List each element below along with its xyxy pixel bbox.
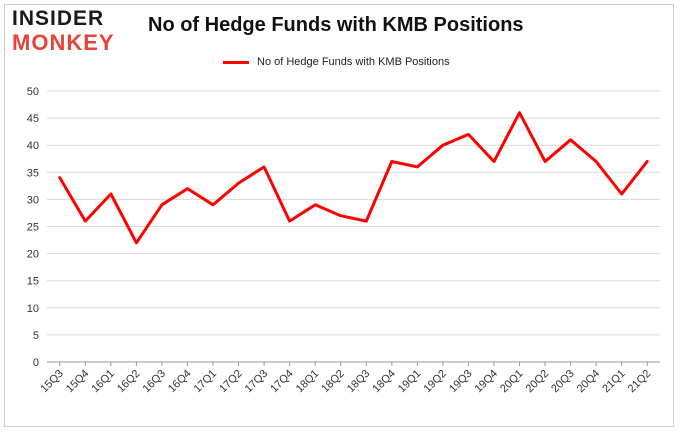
series-line: [58, 111, 649, 245]
y-tick-label: 25: [27, 222, 39, 234]
x-tick-label: 15Q4: [64, 368, 92, 396]
insider-monkey-logo: INSIDER MONKEY: [12, 8, 124, 56]
logo-text-bottom: MONKEY: [12, 30, 115, 55]
x-tick-label: 21Q1: [600, 368, 628, 396]
x-tick-label: 20Q2: [524, 368, 552, 396]
x-tick-label: 21Q2: [626, 368, 654, 396]
x-tick-label: 18Q1: [294, 368, 322, 396]
y-tick-label: 40: [27, 140, 39, 152]
y-tick-label: 45: [27, 113, 39, 125]
x-tick-label: 19Q2: [421, 368, 449, 396]
y-tick-label: 5: [33, 330, 39, 342]
x-tick-label: 15Q3: [38, 368, 66, 396]
y-tick-label: 35: [27, 167, 39, 179]
x-tick-label: 19Q4: [473, 368, 501, 396]
x-tick-label: 19Q3: [447, 368, 475, 396]
chart-title: No of Hedge Funds with KMB Positions: [148, 14, 524, 36]
x-tick-label: 16Q2: [115, 368, 143, 396]
x-tick-label: 18Q4: [370, 368, 398, 396]
x-tick-label: 16Q4: [166, 368, 194, 396]
x-tick-label: 16Q3: [141, 368, 169, 396]
x-tick-label: 17Q2: [217, 368, 245, 396]
chart-legend: No of Hedge Funds with KMB Positions: [223, 54, 450, 70]
x-tick-label: 20Q3: [549, 368, 577, 396]
legend-line-swatch: [223, 60, 249, 64]
x-tick-label: 19Q1: [396, 368, 424, 396]
x-tick-label: 20Q4: [575, 368, 603, 396]
x-tick-label: 17Q1: [192, 368, 220, 396]
y-tick-label: 30: [27, 194, 39, 206]
legend-label: No of Hedge Funds with KMB Positions: [257, 56, 450, 68]
y-tick-label: 10: [27, 303, 39, 315]
x-tick-label: 20Q1: [498, 368, 526, 396]
x-tick-label: 18Q3: [345, 368, 373, 396]
logo-text-top: INSIDER: [12, 7, 105, 30]
y-tick-label: 0: [33, 357, 39, 369]
y-tick-label: 50: [27, 86, 39, 98]
y-tick-label: 20: [27, 249, 39, 261]
x-tick-label: 16Q1: [89, 368, 117, 396]
x-tick-label: 17Q4: [268, 368, 296, 396]
y-tick-label: 15: [27, 276, 39, 288]
x-tick-label: 18Q2: [319, 368, 347, 396]
x-tick-label: 17Q3: [243, 368, 271, 396]
